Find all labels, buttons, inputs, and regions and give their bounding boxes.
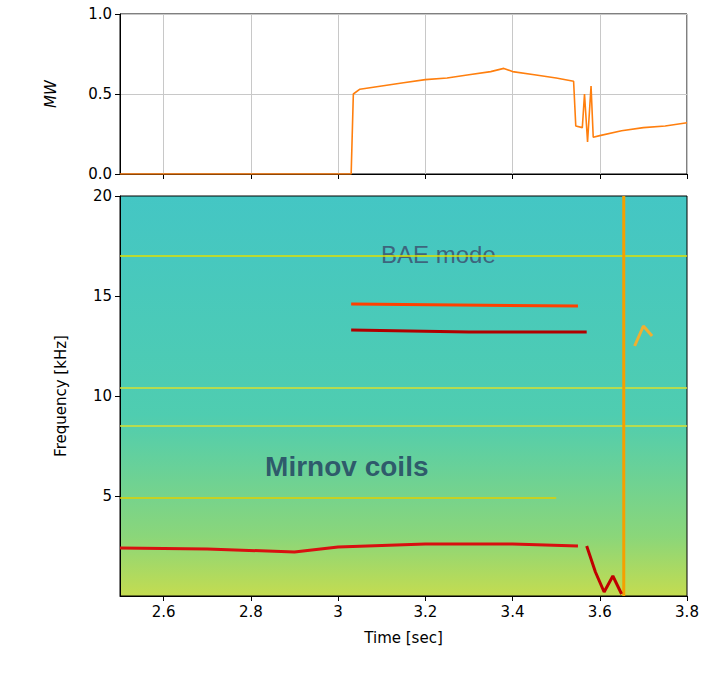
svg-text:10: 10 [93, 387, 112, 405]
svg-text:15: 15 [93, 287, 112, 305]
svg-text:1.0: 1.0 [88, 5, 112, 23]
svg-text:2.8: 2.8 [239, 603, 263, 621]
svg-text:20: 20 [93, 187, 112, 205]
svg-text:Frequency [kHz]: Frequency [kHz] [52, 335, 70, 457]
svg-text:MW: MW [42, 79, 60, 108]
svg-text:0.5: 0.5 [88, 85, 112, 103]
svg-text:3.2: 3.2 [413, 603, 437, 621]
svg-text:5: 5 [102, 487, 112, 505]
svg-text:0.0: 0.0 [88, 165, 112, 183]
svg-text:3.4: 3.4 [501, 603, 525, 621]
svg-text:3.8: 3.8 [675, 603, 699, 621]
svg-text:3: 3 [333, 603, 343, 621]
svg-text:2.6: 2.6 [152, 603, 176, 621]
svg-text:Time [sec]: Time [sec] [363, 629, 442, 647]
svg-text:Mirnov coils: Mirnov coils [265, 451, 428, 482]
svg-text:3.6: 3.6 [588, 603, 612, 621]
svg-text:BAE mode: BAE mode [381, 241, 496, 268]
